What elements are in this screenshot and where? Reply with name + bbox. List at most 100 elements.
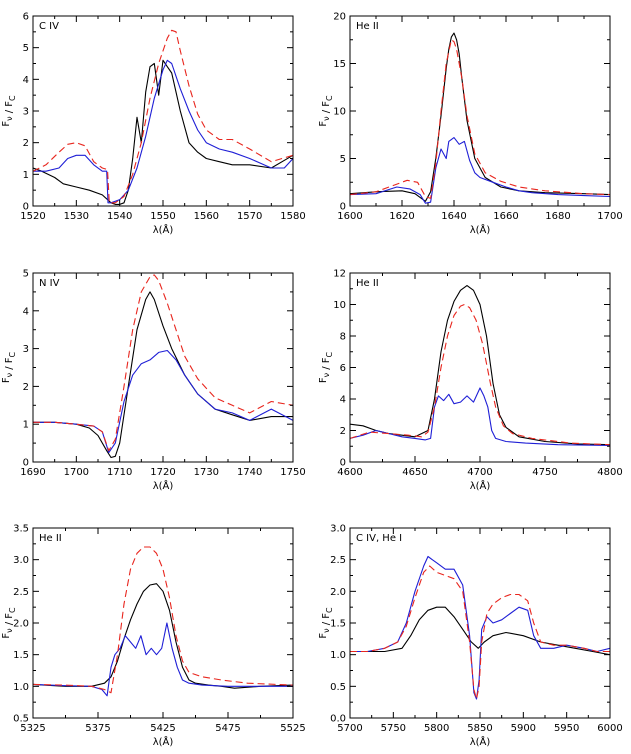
x-tick-label: 5800 [424, 723, 449, 734]
y-tick-label: 1 [23, 420, 29, 431]
x-tick-label: 1600 [337, 211, 362, 222]
y-axis-title: Fν / FC [318, 95, 334, 127]
x-tick-label: 1560 [194, 211, 219, 222]
x-tick-label: 1530 [64, 211, 89, 222]
x-tick-label: 1520 [20, 211, 45, 222]
y-tick-label: 3 [23, 107, 29, 118]
x-tick-label: 1620 [389, 211, 414, 222]
observed-spectrum-line [33, 583, 293, 689]
plot-frame [32, 527, 294, 719]
panel-label: He II [356, 278, 379, 289]
y-tick-label: 0.5 [330, 682, 346, 693]
y-tick-label: 20 [333, 12, 346, 23]
model-blue-line [350, 555, 610, 700]
model-red-dashed-line [350, 565, 610, 700]
x-tick-label: 1720 [150, 467, 175, 478]
panel-label: C IV, He I [356, 533, 402, 544]
observed-spectrum-line [350, 606, 610, 656]
y-tick-label: 0.0 [330, 714, 346, 725]
x-tick-label: 5700 [337, 723, 362, 734]
series-group [350, 32, 610, 204]
x-tick-label: 1580 [280, 211, 305, 222]
observed-spectrum-line [33, 59, 293, 205]
chart-panel-4: 4600 4650 4700 4750 4800 0 2 4 6 8 10 12 He II λ(Å) Fν… [318, 269, 623, 493]
x-tick-label: 5425 [150, 723, 175, 734]
panel-label: C IV [39, 21, 59, 32]
y-tick-label: 6 [340, 363, 346, 374]
chart-panel-1: 1520 1530 1540 1550 1560 1570 1580 0 1 2 3 4 5 6 C IV λ… [1, 12, 306, 237]
x-tick-label: 1700 [64, 467, 89, 478]
y-tick-label: 4 [23, 306, 29, 317]
x-tick-label: 1640 [441, 211, 466, 222]
y-tick-label: 1 [23, 170, 29, 181]
observed-spectrum-line [350, 285, 610, 446]
series-group [33, 29, 293, 205]
panel-label: He II [39, 533, 62, 544]
x-tick-label: 4600 [337, 467, 362, 478]
y-tick-label: 10 [333, 300, 346, 311]
x-tick-label: 5525 [280, 723, 305, 734]
x-tick-label: 1710 [107, 467, 132, 478]
x-axis-title: λ(Å) [470, 223, 491, 236]
x-tick-label: 1730 [194, 467, 219, 478]
x-axis-title: λ(Å) [153, 735, 174, 748]
x-tick-label: 5325 [20, 723, 45, 734]
model-red-dashed-line [350, 39, 610, 199]
y-tick-label: 2.0 [13, 619, 29, 630]
model-blue-line [350, 137, 610, 204]
x-tick-label: 4800 [597, 467, 622, 478]
y-tick-label: 1.5 [13, 650, 29, 661]
plot-frame [32, 272, 294, 463]
y-tick-label: 4 [23, 75, 29, 86]
y-tick-label: 0 [23, 458, 29, 469]
model-red-dashed-line [350, 303, 610, 446]
panel-label: He II [356, 21, 379, 32]
x-tick-label: 1750 [280, 467, 305, 478]
x-tick-label: 5950 [554, 723, 579, 734]
y-tick-label: 0 [340, 458, 346, 469]
x-tick-label: 4700 [467, 467, 492, 478]
y-tick-label: 0.5 [13, 714, 29, 725]
x-tick-label: 1550 [150, 211, 175, 222]
y-tick-label: 2 [23, 382, 29, 393]
chart-panel-6: 5700 5750 5800 5850 5900 5950 6000 0.0 0.5 1.0 1.5… [318, 524, 623, 749]
y-tick-label: 3.5 [13, 524, 29, 535]
chart-panel-5: 5325 5375 5425 5475 5525 0.5 1.0 1.5 2.0 2.5 3.0 3.… [1, 524, 306, 749]
panel-label: N IV [39, 278, 60, 289]
y-tick-label: 5 [23, 43, 29, 54]
observed-spectrum-line [350, 32, 610, 202]
plot-frame [349, 527, 611, 719]
y-tick-label: 4 [340, 395, 346, 406]
y-tick-label: 1.0 [330, 650, 346, 661]
y-axis-title: Fν / FC [1, 95, 17, 127]
x-axis-title: λ(Å) [153, 223, 174, 236]
y-axis-title: Fν / FC [1, 351, 17, 383]
model-blue-line [33, 622, 293, 697]
y-tick-label: 2.5 [13, 587, 29, 598]
x-axis-title: λ(Å) [153, 479, 174, 492]
series-group [33, 274, 293, 459]
y-axis-title: Fν / FC [318, 351, 334, 383]
y-tick-label: 2 [340, 426, 346, 437]
y-tick-label: 10 [333, 107, 346, 118]
observed-spectrum-line [33, 291, 293, 459]
model-red-dashed-line [33, 546, 293, 694]
x-tick-label: 4650 [402, 467, 427, 478]
x-tick-label: 6000 [597, 723, 622, 734]
x-tick-label: 5900 [511, 723, 536, 734]
y-tick-label: 0 [23, 202, 29, 213]
x-tick-label: 1690 [20, 467, 45, 478]
x-tick-label: 5475 [215, 723, 240, 734]
y-axis-title: Fν / FC [318, 607, 334, 639]
x-tick-label: 5750 [381, 723, 406, 734]
y-axis-title: Fν / FC [1, 607, 17, 639]
chart-panel-3: 1690 1700 1710 1720 1730 1740 1750 0 1 2 3 4 5 N IV λ(… [1, 269, 306, 493]
model-blue-line [33, 349, 293, 454]
y-tick-label: 3 [23, 344, 29, 355]
x-tick-label: 5850 [467, 723, 492, 734]
x-axis-title: λ(Å) [470, 479, 491, 492]
model-red-dashed-line [33, 29, 293, 204]
x-tick-label: 1570 [237, 211, 262, 222]
plot-frame [32, 15, 294, 207]
y-tick-label: 5 [23, 269, 29, 280]
